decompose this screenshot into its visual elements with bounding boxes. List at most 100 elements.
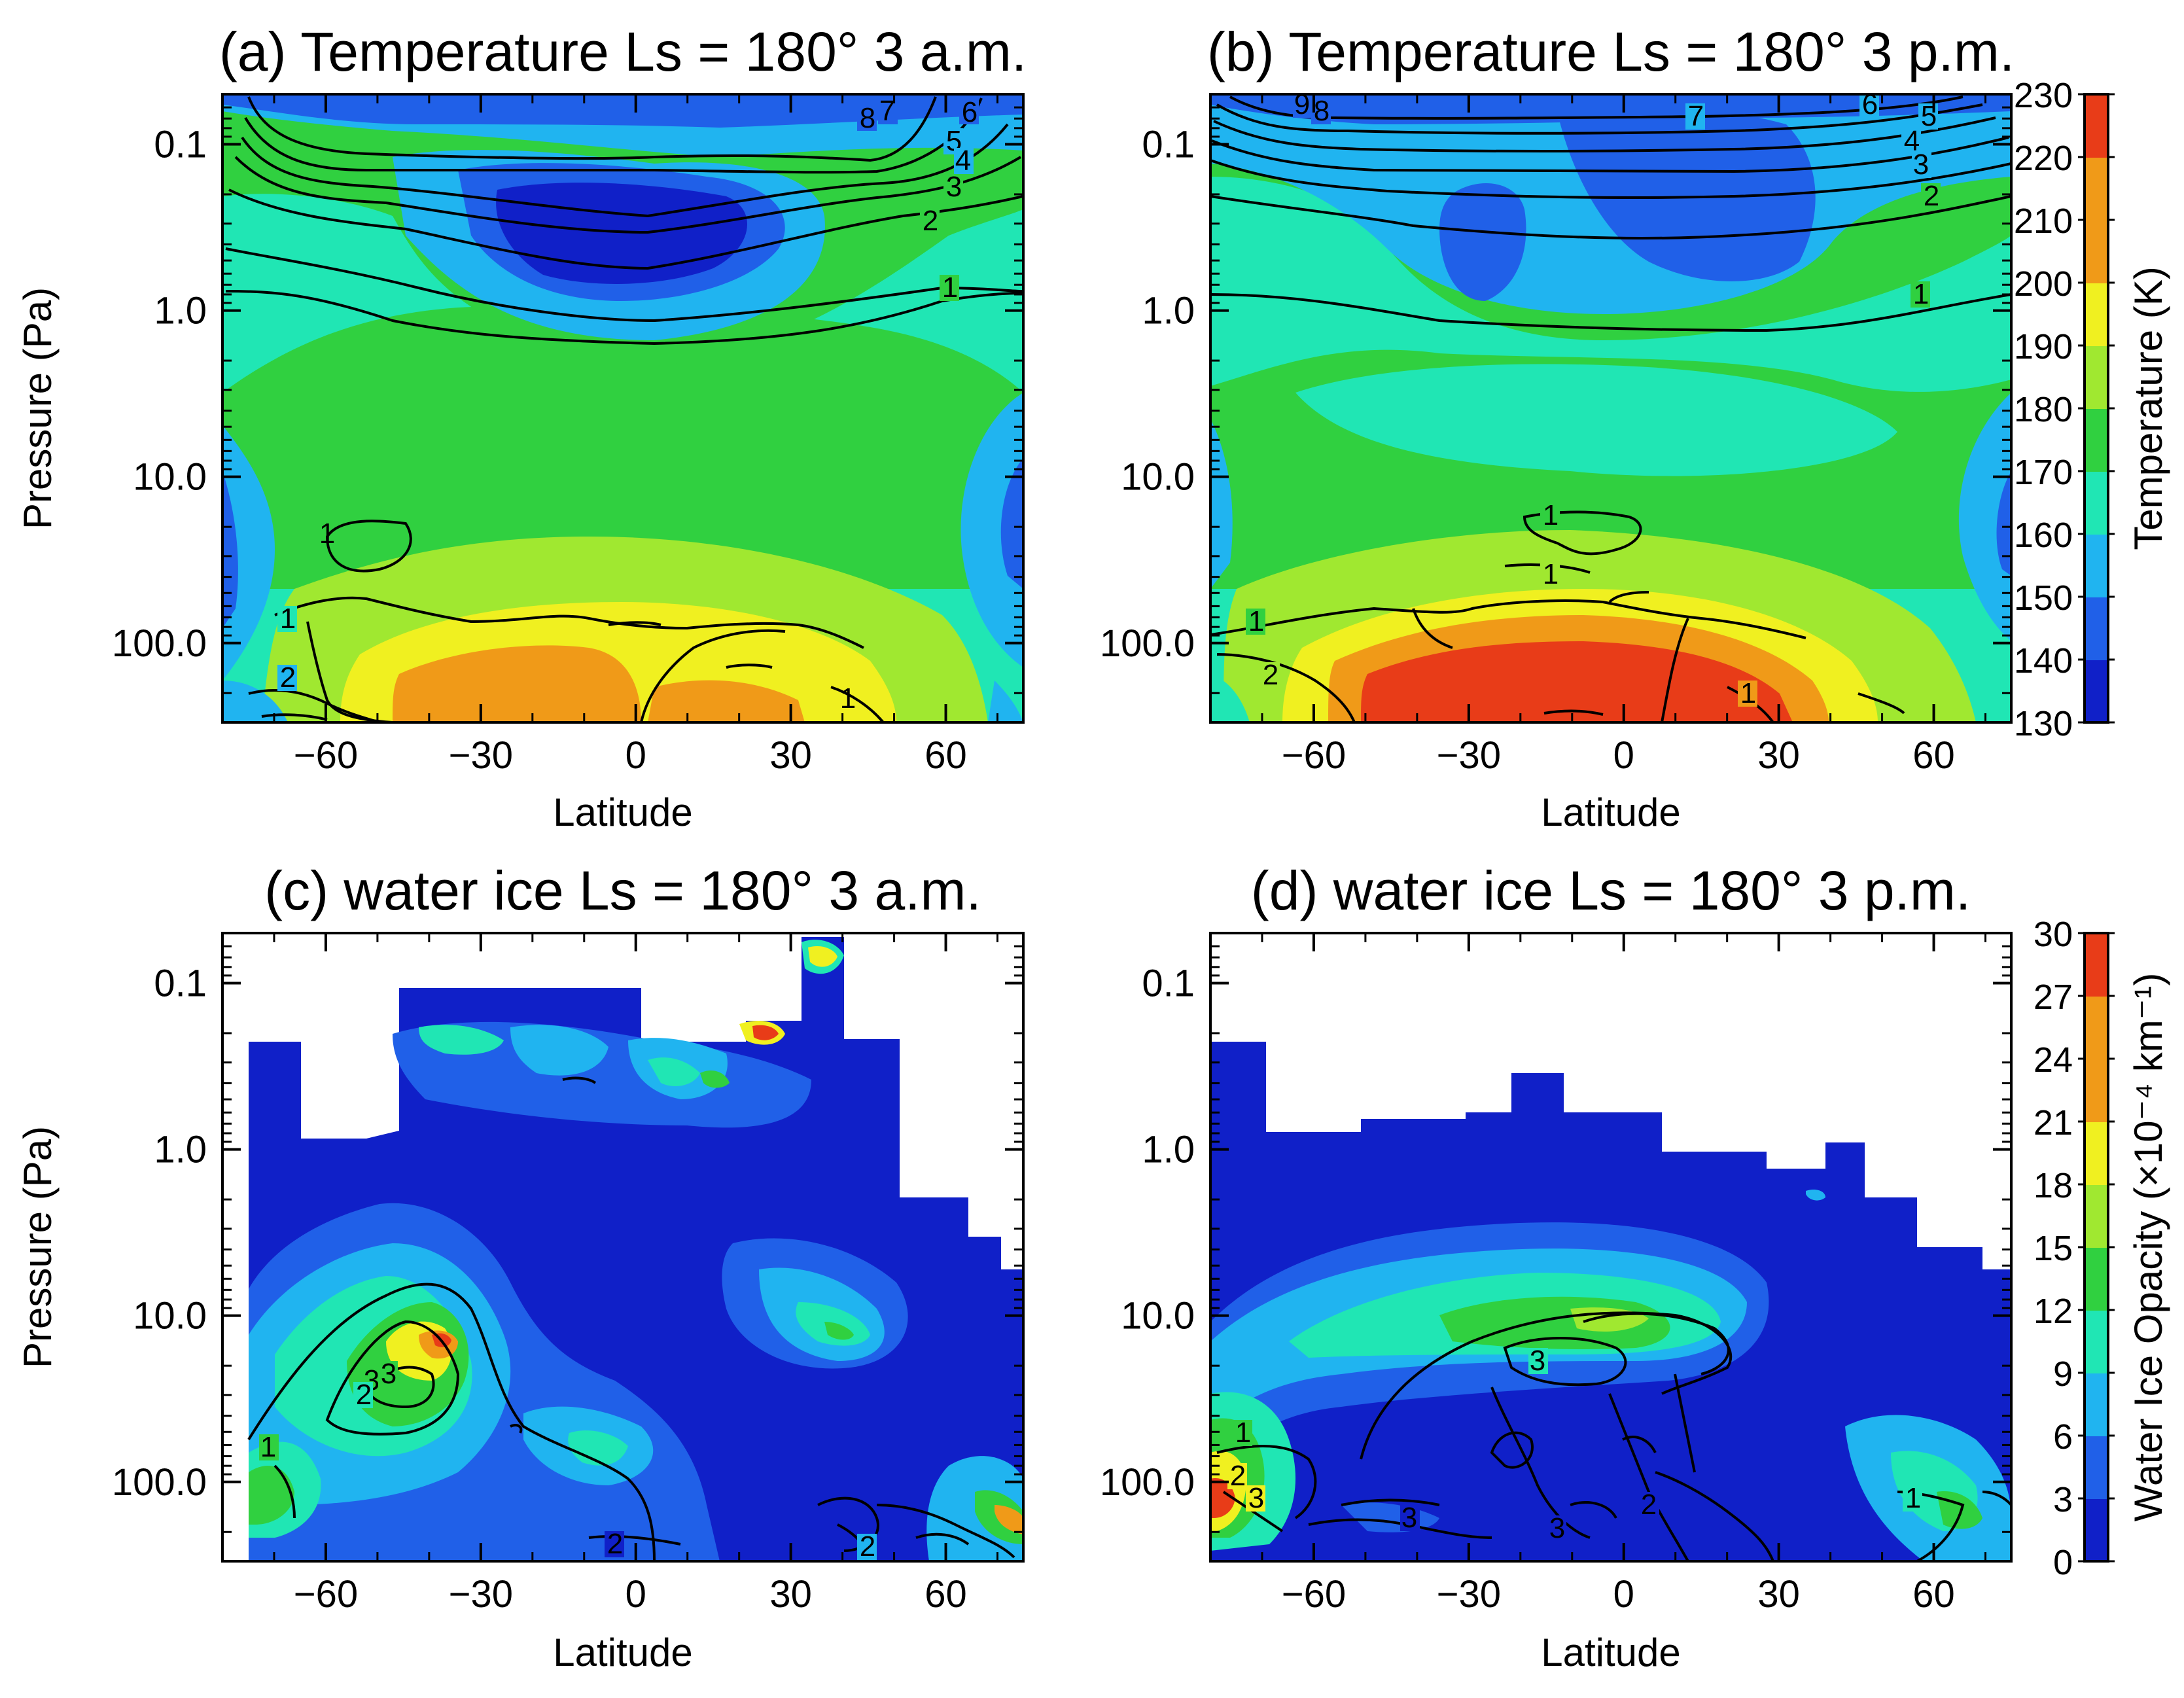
contour-line [247,96,937,162]
contour-line [1210,599,1806,639]
x-tick-label: 60 [1912,1573,1955,1616]
panel-b-frame [1209,93,2013,724]
colorbar-bin [2085,157,2108,221]
contour-label: 3 [946,171,962,203]
contour-line [1490,1387,1591,1539]
fill-east-lightblue [960,393,1023,667]
contour-line [273,1464,296,1519]
label-bg [1901,128,1921,154]
contour-label: 4 [955,145,971,177]
colorbar-tick-label: 18 [2034,1166,2073,1205]
y-tick-label: 1.0 [154,1129,207,1171]
colorbar-tick-label: 24 [2034,1040,2073,1080]
colorbar-water-ice-bins: 0 3 6 9 12 15 18 21 24 27 30 [2034,915,2115,1582]
y-tick-label: 100.0 [1100,622,1195,665]
label-bg [920,208,940,234]
colorbar-temperature: 130 140 150 160 170 180 190 200 210 220 230 Temper… [2014,76,2170,743]
colorbar-bin [2085,597,2108,660]
contour-line [562,1076,597,1084]
panel-d-frame [1209,932,2013,1563]
panel-a-axes: −60 −30 0 30 60 0.1 1.0 10.0 100.0 [112,94,1023,777]
fill-east-lightblue [1958,393,2011,641]
label-bg [1685,103,1705,130]
contour-label: 2 [607,1528,623,1560]
x-tick-label: 0 [625,1573,646,1616]
colorbar-bin [2085,283,2108,346]
x-tick-label: 30 [1757,734,1800,777]
colorbar-tick-label: 12 [2034,1292,2073,1331]
contour-label: 1 [1913,278,1929,310]
colorbar-bin [2085,534,2108,597]
contour-line [1982,1491,2011,1506]
contour-line [1570,1501,1617,1519]
x-tick-label: −60 [1282,1573,1346,1616]
contour-label: 1 [1905,1482,1921,1514]
x-tick-label: 0 [1613,734,1634,777]
contour-label: 1 [319,518,335,550]
contour-line [248,689,380,722]
contour-line [640,629,786,722]
colorbar-water-ice: 0 3 6 9 12 15 18 21 24 27 30 Water Ice Opacity (×1… [2034,915,2170,1582]
label-bg [378,1361,398,1387]
colorbar-tick-label: 220 [2014,139,2073,178]
contour-line [1216,1445,1317,1519]
panel-c-ylabel: Pressure (Pa) [16,1126,60,1368]
colorbar-bin [2085,1059,2108,1122]
y-tick-label: 0.1 [1142,962,1195,1004]
contour-line [1655,1471,1774,1561]
label-bg [1540,561,1560,588]
x-tick-label: 30 [769,1573,812,1616]
y-tick-label: 0.1 [154,123,207,166]
panel-d-axes: −60 −30 0 30 60 0.1 1.0 10.0 100.0 [1100,933,2011,1616]
y-tick-label: 0.1 [1142,123,1195,166]
colorbar-temperature-label: Temperature (K) [2126,266,2170,550]
contour-line [1341,1498,1440,1506]
label-bg [277,606,297,632]
label-bg [353,1382,373,1408]
contour-label: 1 [260,1431,276,1463]
panel-b-xlabel: Latitude [1541,790,1681,834]
fill-corner-se [988,681,1023,722]
contour-label: 3 [1530,1345,1545,1377]
label-bg [1260,662,1280,688]
fill-top-lightblue [1806,1190,1825,1201]
fill-mid-cyan [568,1430,628,1466]
colorbar-water-ice-label: Water Ice Opacity (×10⁻⁴ km⁻¹) [2126,973,2170,1522]
fill-top-cyan [419,1025,504,1055]
y-tick-label: 1.0 [154,290,207,332]
panel-a-ylabel: Pressure (Pa) [16,287,60,529]
label-bg [1859,94,1879,118]
x-tick-label: −30 [449,1573,513,1616]
colorbar-tick-label: 0 [2053,1543,2073,1582]
label-bg [857,1534,877,1560]
contour-label: 1 [1248,605,1264,637]
contour-line [1583,1312,1730,1375]
contour-line [1674,1373,1696,1473]
contour-line [261,713,328,721]
colorbar-bin [2085,1373,2108,1436]
contour-label: 6 [962,96,978,128]
y-tick-label: 1.0 [1142,1129,1195,1171]
contour-label: 3 [1248,1482,1264,1514]
contour-label: 7 [1688,100,1704,132]
contour-line [1216,653,1356,722]
x-tick-label: 60 [925,734,967,777]
fill-mid-cyan [1295,364,1897,476]
colorbar-tick-label: 200 [2014,264,2073,304]
label-bg [959,98,979,124]
panel-c-title: (c) water ice Ls = 180° 3 a.m. [264,860,981,921]
panel-a: (a) Temperature Ls = 180° 3 a.m. [16,21,1027,834]
contour-line [325,1320,460,1436]
label-bg [1640,1492,1659,1518]
label-bg [1547,1515,1566,1542]
label-bg [1400,1505,1420,1531]
y-tick-label: 100.0 [1100,1461,1195,1504]
contour-label: 2 [356,1379,372,1411]
fill-se-orange [995,1505,1023,1534]
contour-line [1211,136,2009,173]
contour-line [274,596,864,649]
fill-east-blue [1996,471,2011,576]
colorbar-bin [2085,933,2108,997]
contour-line [1503,1337,1627,1387]
contour-line [1661,618,1689,722]
